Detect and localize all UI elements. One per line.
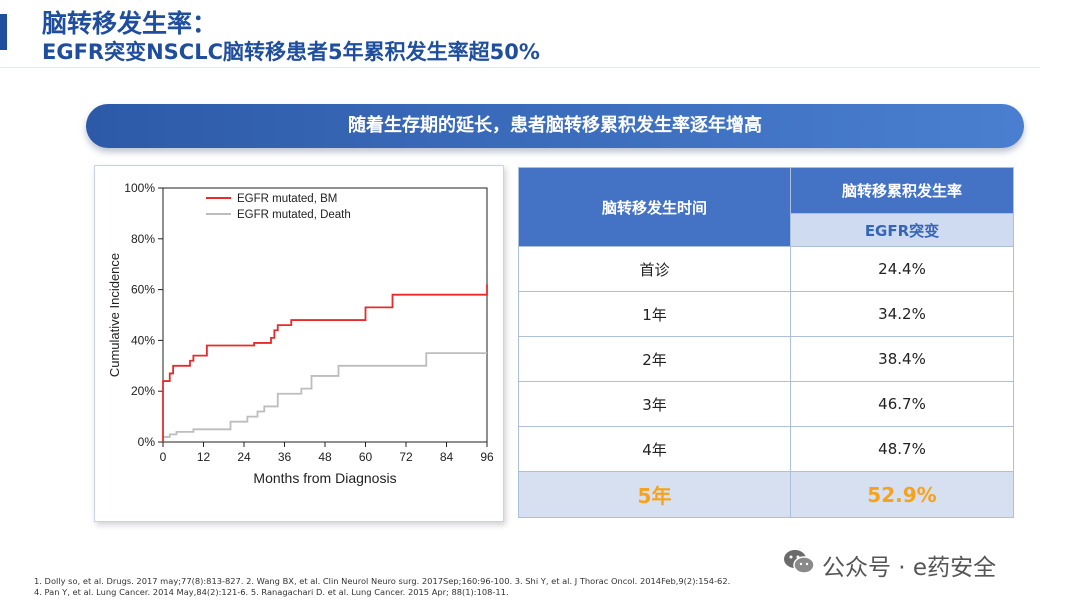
title-accent-bar bbox=[0, 14, 7, 50]
reference-line: 1. Dolly so, et al. Drugs. 2017 may;77(8… bbox=[34, 576, 731, 586]
y-tick-label: 20% bbox=[131, 384, 155, 398]
slide-subtitle: EGFR突变NSCLC脑转移患者5年累积发生率超50% bbox=[42, 40, 540, 64]
x-axis-label: Months from Diagnosis bbox=[253, 470, 396, 486]
table-cell-time: 2年 bbox=[518, 336, 791, 382]
table-row: 4年 48.7% bbox=[518, 426, 1014, 472]
slide-title: 脑转移发生率： bbox=[42, 9, 218, 38]
table-cell-rate: 34.2% bbox=[790, 291, 1014, 337]
y-tick-label: 0% bbox=[138, 435, 156, 449]
y-tick-label: 60% bbox=[131, 283, 155, 297]
table-row: 2年 38.4% bbox=[518, 336, 1014, 382]
table-row: 3年 46.7% bbox=[518, 381, 1014, 427]
references: 1. Dolly so, et al. Drugs. 2017 may;77(8… bbox=[34, 576, 730, 598]
key-message-banner: 随着生存期的延长，患者脑转移累积发生率逐年增高 bbox=[86, 104, 1024, 148]
table-cell-rate-highlight: 52.9% bbox=[790, 471, 1014, 518]
table-cell-rate: 46.7% bbox=[790, 381, 1014, 427]
table-header-rate: 脑转移累积发生率 bbox=[790, 167, 1014, 214]
x-tick-label: 0 bbox=[160, 450, 167, 464]
table-cell-rate: 48.7% bbox=[790, 426, 1014, 472]
series-line bbox=[162, 284, 488, 442]
table-cell-time: 3年 bbox=[518, 381, 791, 427]
wechat-icon bbox=[784, 550, 815, 574]
x-tick-label: 36 bbox=[278, 450, 292, 464]
incidence-table: 脑转移发生时间 脑转移累积发生率 EGFR突变 首诊 24.4% 1年 34.2… bbox=[518, 167, 1014, 518]
legend-label: EGFR mutated, Death bbox=[237, 209, 351, 221]
x-tick-label: 96 bbox=[480, 450, 494, 464]
table-cell-time: 首诊 bbox=[518, 246, 791, 292]
table-cell-time: 4年 bbox=[518, 426, 791, 472]
table-row-highlight: 5年 52.9% bbox=[518, 471, 1014, 518]
watermark-text: 公众号 · e药安全 bbox=[822, 555, 997, 581]
header-divider bbox=[0, 67, 1040, 68]
table-row: 1年 34.2% bbox=[518, 291, 1014, 337]
table-cell-time-highlight: 5年 bbox=[518, 471, 791, 518]
table-cell-time: 1年 bbox=[518, 291, 791, 337]
table-row: 首诊 24.4% bbox=[518, 246, 1014, 292]
x-tick-label: 12 bbox=[197, 450, 211, 464]
y-tick-label: 40% bbox=[131, 333, 155, 347]
reference-line: 4. Pan Y, et al. Lung Cancer. 2014 May,8… bbox=[34, 587, 509, 597]
table-header-time: 脑转移发生时间 bbox=[518, 167, 791, 247]
chart-svg: 0% 20% 40% 60% 80% 100% 0 12 24 36 48 60 72 84 96 Month… bbox=[107, 181, 494, 486]
y-axis-label: Cumulative Incidence bbox=[107, 253, 122, 377]
x-tick-label: 60 bbox=[359, 450, 373, 464]
legend-label: EGFR mutated, BM bbox=[237, 193, 337, 205]
table-subheader-egfr: EGFR突变 bbox=[790, 213, 1014, 247]
y-tick-label: 100% bbox=[124, 181, 155, 195]
x-tick-label: 24 bbox=[237, 450, 251, 464]
x-tick-label: 72 bbox=[399, 450, 413, 464]
series-line bbox=[163, 352, 487, 438]
plot-frame bbox=[162, 187, 488, 443]
table-cell-rate: 38.4% bbox=[790, 336, 1014, 382]
cumulative-incidence-chart: 0% 20% 40% 60% 80% 100% 0 12 24 36 48 60 72 84 96 Month… bbox=[94, 165, 504, 522]
x-tick-label: 84 bbox=[440, 450, 454, 464]
table-cell-rate: 24.4% bbox=[790, 246, 1014, 292]
watermark: 公众号 · e药安全 bbox=[782, 547, 1052, 581]
x-tick-label: 48 bbox=[318, 450, 332, 464]
y-tick-label: 80% bbox=[131, 232, 155, 246]
